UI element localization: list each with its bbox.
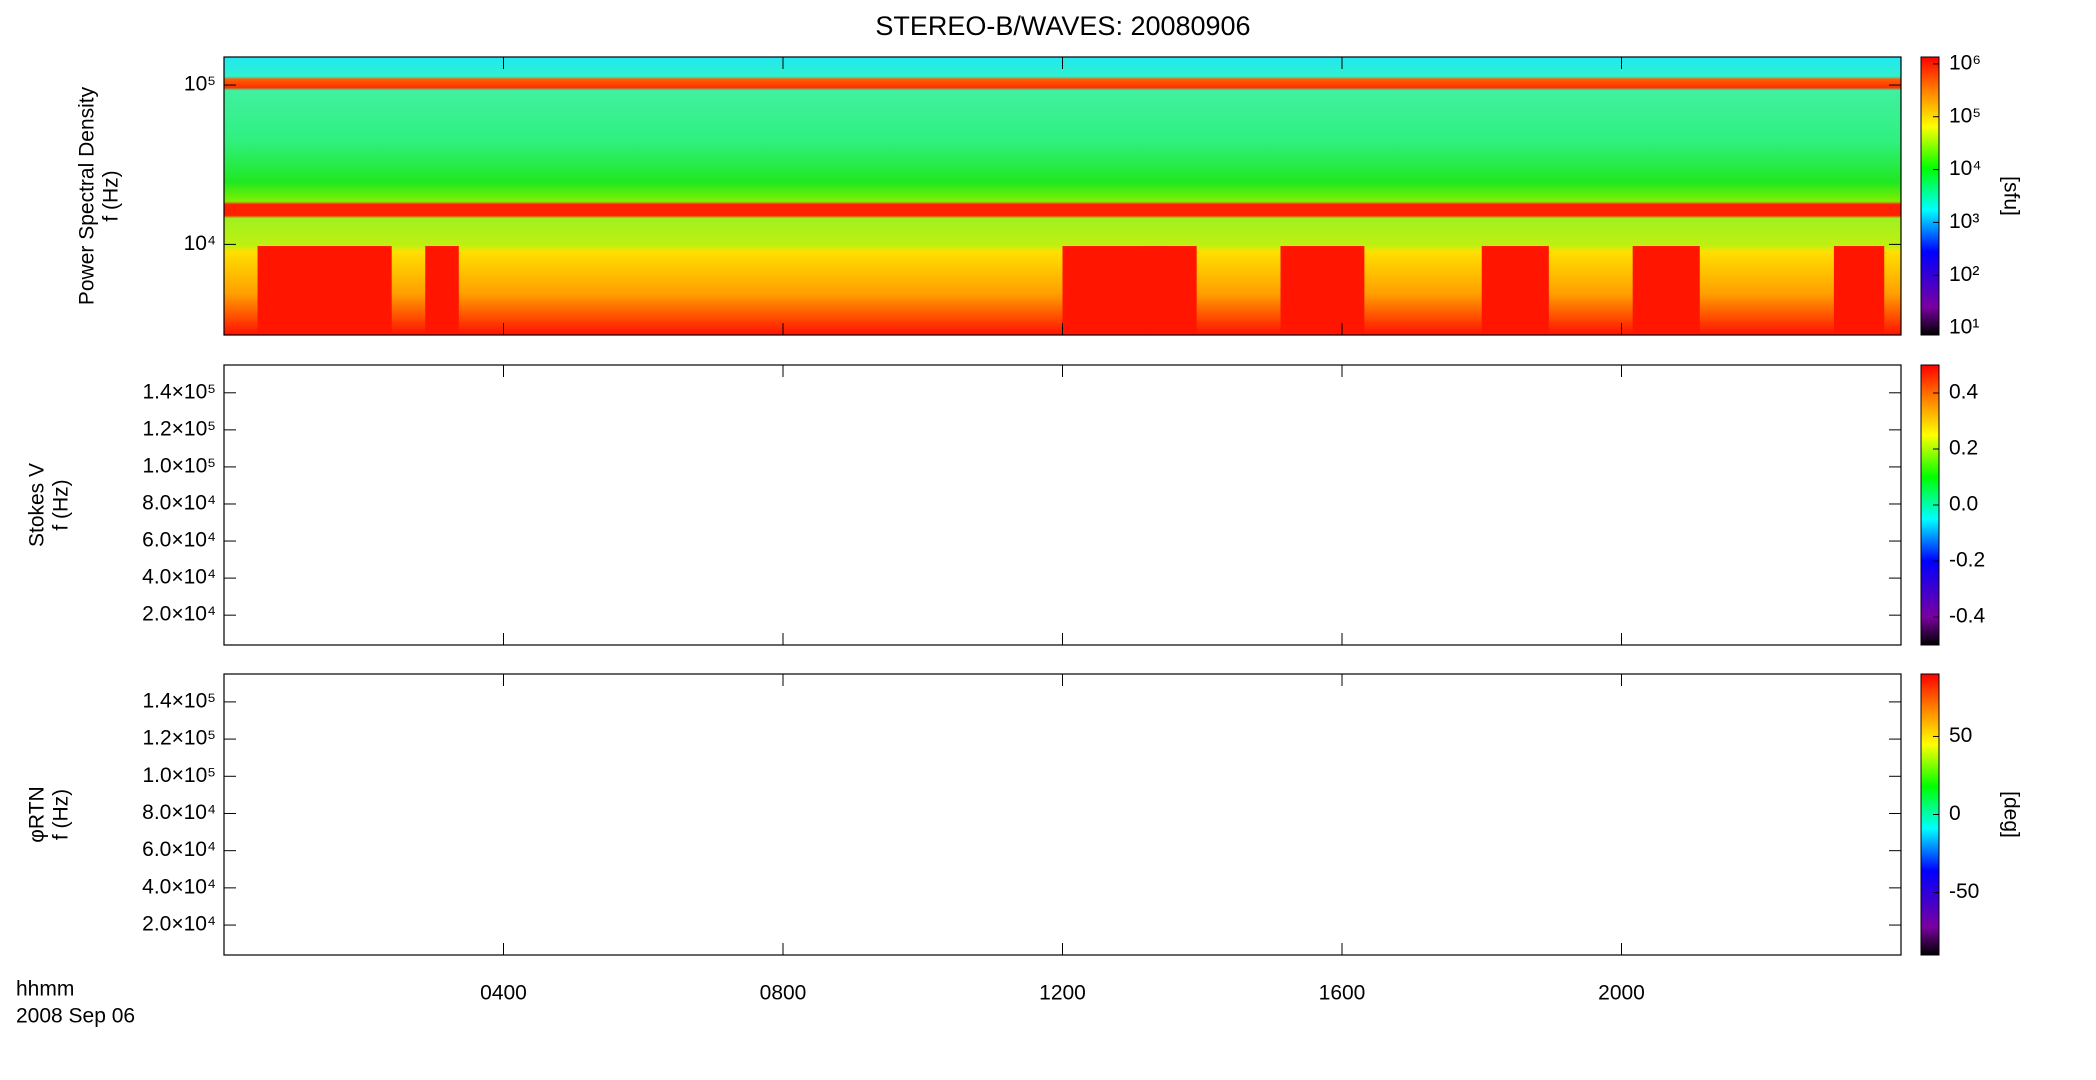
x-tick-label: 2000 xyxy=(1598,982,1645,1005)
chart-title: STEREO-B/WAVES: 20080906 xyxy=(875,11,1250,41)
colorbar xyxy=(1920,56,1940,336)
y-label-line: Stokes V xyxy=(26,463,49,547)
colorbar-tick-label: 0.0 xyxy=(1949,493,1978,516)
y-tick-label: 4.0×10⁴ xyxy=(142,875,216,898)
y-label-line: f (Hz) xyxy=(50,479,73,530)
colorbar-tick-label: -0.4 xyxy=(1949,605,1986,628)
colorbar-tick-label: 10⁶ xyxy=(1949,51,1981,74)
burst xyxy=(1632,246,1700,335)
date-label: 2008 Sep 06 xyxy=(16,1005,135,1028)
y-tick-label: 8.0×10⁴ xyxy=(142,801,216,824)
y-tick-label: 8.0×10⁴ xyxy=(142,492,216,515)
colorbar-tick-label: -0.2 xyxy=(1949,549,1985,572)
y-label-line: f (Hz) xyxy=(50,789,73,840)
colorbar-label-text: [sfu] xyxy=(1999,176,2022,216)
y-label-line: f (Hz) xyxy=(100,170,123,221)
x-tick-label: 1200 xyxy=(1039,982,1086,1005)
colorbar-tick-label: 0.4 xyxy=(1949,381,1979,404)
y-tick-label: 6.0×10⁴ xyxy=(142,838,216,861)
colorbar-tick-label: 50 xyxy=(1949,724,1972,747)
y-label-line: Power Spectral Density xyxy=(76,86,99,305)
burst xyxy=(1146,246,1197,335)
y-tick-label: 6.0×10⁴ xyxy=(142,529,216,552)
y-tick-label: 2.0×10⁴ xyxy=(142,603,216,626)
colorbar-tick-label: 10³ xyxy=(1949,210,1979,233)
y-tick-label: 2.0×10⁴ xyxy=(142,913,216,936)
burst xyxy=(1833,246,1885,335)
colorbar-label-text: [deg] xyxy=(1999,791,2022,838)
burst xyxy=(257,246,392,335)
y-tick-label: 1.0×10⁵ xyxy=(142,764,216,787)
y-axis-label: Power Spectral Density f (Hz) xyxy=(76,86,123,305)
y-tick-label: 1.2×10⁵ xyxy=(142,727,216,750)
colorbar-label: [sfu] xyxy=(1999,176,2022,216)
colorbar-tick-label: -50 xyxy=(1949,880,1979,903)
colorbar-tick-label: 0 xyxy=(1949,802,1961,825)
plot-frame xyxy=(223,673,1902,956)
x-tick-label: 0800 xyxy=(760,982,807,1005)
colorbar-tick-label: 10¹ xyxy=(1949,316,1979,339)
y-tick-label: 1.4×10⁵ xyxy=(142,689,216,712)
x-tick-label: 1600 xyxy=(1319,982,1366,1005)
burst xyxy=(1481,246,1549,335)
x-tick-label: 0400 xyxy=(480,982,527,1005)
colorbar-tick-label: 10⁴ xyxy=(1949,157,1981,180)
colorbar-tick-label: 10² xyxy=(1949,263,1979,286)
x-axis-label: hhmm xyxy=(16,978,74,1001)
colorbar-tick-label: 0.2 xyxy=(1949,437,1978,460)
burst xyxy=(1280,246,1365,335)
y-tick-label: 1.2×10⁵ xyxy=(142,417,216,440)
y-tick-label: 10⁴ xyxy=(184,232,216,255)
burst xyxy=(425,246,459,335)
y-tick-label: 1.0×10⁵ xyxy=(142,454,216,477)
y-label-line: φRTN xyxy=(26,786,49,842)
y-tick-label: 10⁵ xyxy=(184,73,216,96)
plot-frame xyxy=(223,364,1902,646)
y-axis-label: φRTN f (Hz) xyxy=(26,786,73,842)
y-tick-label: 1.4×10⁵ xyxy=(142,380,216,403)
colorbar-tick-label: 10⁵ xyxy=(1949,104,1981,127)
y-tick-label: 4.0×10⁴ xyxy=(142,566,216,589)
colorbar-label: [deg] xyxy=(1999,791,2022,838)
